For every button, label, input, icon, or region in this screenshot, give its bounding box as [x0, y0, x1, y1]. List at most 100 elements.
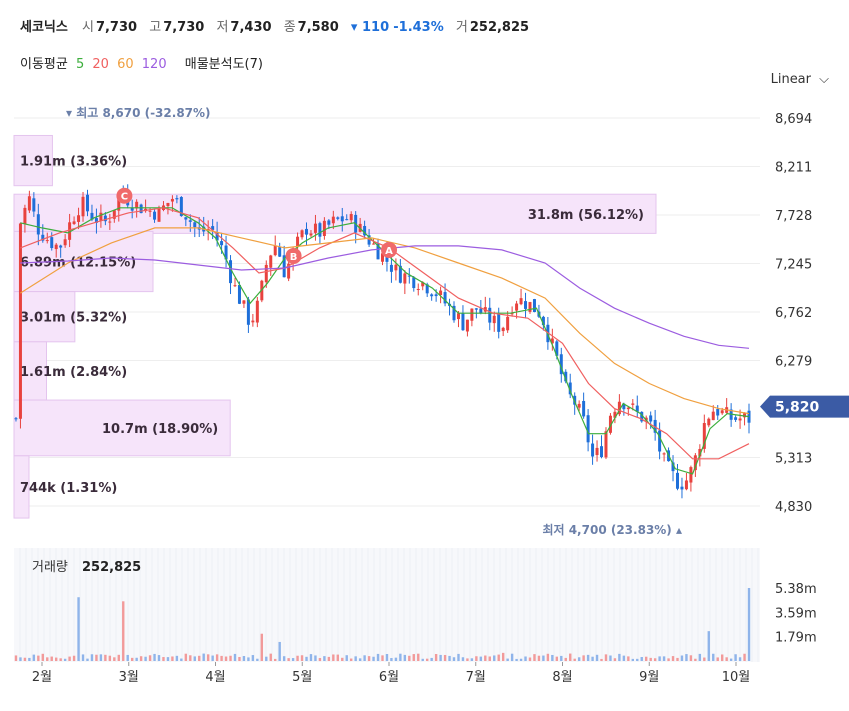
volume-bar — [515, 658, 518, 661]
candle-body — [300, 230, 304, 238]
volume-bar — [604, 654, 608, 661]
candle-body — [465, 319, 469, 332]
event-marker-label: C — [121, 192, 128, 203]
candle-body — [653, 419, 657, 433]
candle-body — [269, 255, 273, 268]
candle-body — [372, 243, 376, 245]
volume-bar — [126, 654, 129, 661]
volume-bar — [506, 658, 509, 661]
candle-body — [90, 212, 94, 220]
volume-bar — [519, 658, 523, 661]
candle-body — [421, 282, 425, 287]
candle-body — [54, 244, 58, 250]
candle-body — [398, 265, 402, 283]
candle-body — [617, 401, 621, 415]
volume-bar — [278, 641, 281, 661]
volume-bar — [63, 658, 67, 661]
close-label: 종 — [283, 20, 296, 35]
volume-bar — [627, 656, 630, 661]
volume-bar — [439, 654, 442, 661]
volume-bar — [104, 654, 107, 661]
volume-bar — [68, 656, 71, 661]
volume-profile-label: 1.61m (2.84%) — [20, 365, 127, 380]
volume-bar — [238, 656, 241, 661]
scale-selector[interactable]: Linear ⌵ — [771, 72, 829, 87]
price-tick-label: 4,830 — [775, 500, 812, 515]
volume-bar — [41, 653, 44, 661]
volume-bar — [55, 657, 58, 661]
ma120-toggle[interactable]: 120 — [141, 57, 167, 72]
volume-bar — [28, 657, 31, 661]
volume-bar — [184, 653, 188, 661]
volume-bar — [108, 655, 112, 661]
volume-bar — [560, 655, 563, 661]
candle-body — [264, 264, 268, 283]
candle-body — [112, 210, 116, 219]
volume-bar — [175, 655, 179, 661]
candle-body — [707, 418, 711, 426]
volume-bar — [256, 658, 259, 661]
volume-bar — [358, 658, 362, 661]
month-label: 6월 — [379, 670, 399, 685]
ma60-toggle[interactable]: 60 — [117, 57, 134, 72]
candle-body — [157, 207, 161, 222]
candle-body — [278, 247, 282, 257]
volume-bar — [247, 657, 250, 661]
candle-body — [322, 220, 326, 237]
volume-profile-label: 3.01m (5.32%) — [20, 311, 127, 326]
candle-body — [698, 448, 702, 457]
candle-body — [412, 277, 416, 289]
volume-bar — [640, 656, 643, 661]
volume-bar — [390, 657, 393, 661]
volume-bar — [202, 653, 205, 661]
ma5-toggle[interactable]: 5 — [75, 57, 85, 72]
candle-body — [631, 403, 635, 405]
candle-body — [555, 341, 559, 356]
low-annotation: 최저 4,700 (23.83%) ▴ — [542, 522, 682, 537]
volume-bar — [658, 656, 661, 661]
volume-bar — [296, 655, 299, 661]
candle-body — [45, 240, 49, 242]
candle-body — [528, 302, 532, 312]
candle-body — [148, 210, 152, 212]
volume-bar — [577, 657, 581, 661]
month-label: 10월 — [722, 670, 751, 685]
candle-body — [658, 430, 662, 452]
candle-body — [179, 197, 183, 217]
volume-bar — [309, 654, 313, 661]
volume-bar — [569, 653, 572, 661]
candle-body — [568, 382, 572, 395]
volume-bar — [260, 633, 264, 661]
volume-bar — [488, 656, 491, 661]
volume-profile-toggle[interactable]: 매물분석도(7) — [184, 57, 263, 72]
volume-bar — [676, 657, 679, 661]
candle-body — [336, 217, 340, 219]
candle-body — [479, 308, 483, 314]
indicator-bar: 이동평균 5 20 60 120 매물분석도(7) — [20, 53, 267, 72]
volume-bar — [698, 653, 702, 661]
volume-bar — [32, 654, 36, 661]
volume-bar — [729, 658, 733, 661]
volume-bar — [524, 656, 527, 661]
candle-body — [613, 411, 617, 418]
candle-body — [32, 198, 36, 212]
candle-body — [635, 405, 639, 412]
candle-body — [175, 198, 179, 200]
price-tick-label: 8,211 — [775, 161, 812, 176]
volume-bar — [171, 656, 174, 661]
volume-bar — [394, 657, 398, 661]
candle-body — [541, 316, 545, 326]
change-value: ▾ 110 — [350, 20, 390, 35]
volume-bar — [636, 658, 639, 661]
volume-bar — [662, 656, 666, 661]
volume-bar — [425, 658, 429, 661]
ma20-toggle[interactable]: 20 — [92, 57, 109, 72]
volume-bar — [475, 656, 478, 661]
candle-body — [443, 292, 447, 304]
candle-body — [430, 294, 434, 297]
volume-bar — [546, 653, 550, 661]
candle-body — [27, 196, 31, 211]
candle-body — [689, 467, 693, 483]
volume-bar — [332, 654, 335, 661]
